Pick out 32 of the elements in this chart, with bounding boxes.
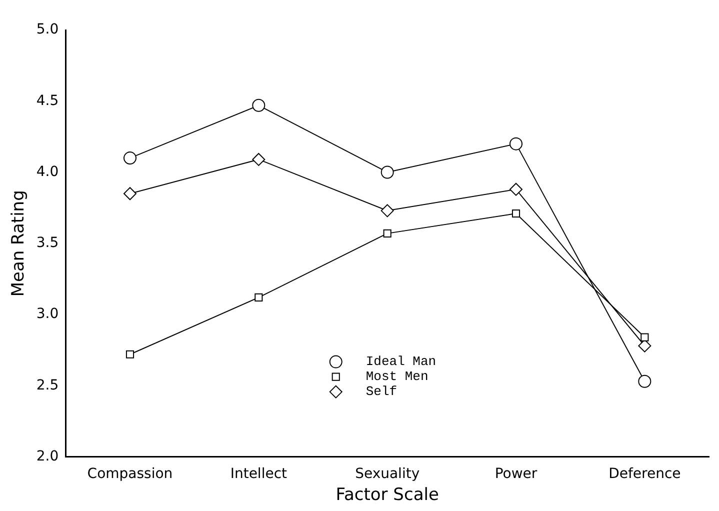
point (126, 350, 134, 358)
point (638, 339, 652, 352)
point (638, 374, 652, 388)
point (254, 293, 263, 302)
legend-label: Most Men (366, 369, 428, 384)
point (640, 333, 649, 342)
point (124, 152, 136, 165)
x-tick-label: Sexuality (355, 466, 420, 482)
y-axis-title: Mean Rating (8, 190, 29, 297)
y-tick-label: 3.0 (36, 306, 59, 322)
y-tick-label: 5.0 (36, 22, 59, 38)
legend-label: Self (366, 384, 398, 400)
point (380, 204, 394, 218)
y-tick-label: 4.0 (36, 164, 59, 180)
point (380, 166, 394, 179)
point (510, 182, 522, 196)
x-tick-label: Intellect (230, 466, 288, 482)
point (510, 137, 522, 150)
point (252, 98, 266, 112)
legend-label: Ideal Man (366, 354, 436, 370)
y-tick-label: 4.5 (36, 92, 59, 109)
y-tick-label: 3.5 (36, 235, 59, 252)
x-tick-label: Compassion (87, 466, 173, 482)
point (383, 229, 392, 238)
point (512, 209, 520, 218)
x-axis-title: Factor Scale (336, 485, 439, 506)
point (252, 152, 266, 166)
x-tick-label: Deference (608, 466, 681, 482)
y-tick-label: 2.5 (36, 377, 59, 394)
x-tick-label: Power (494, 466, 538, 482)
point (124, 187, 136, 200)
y-tick-label: 2.0 (36, 448, 59, 464)
